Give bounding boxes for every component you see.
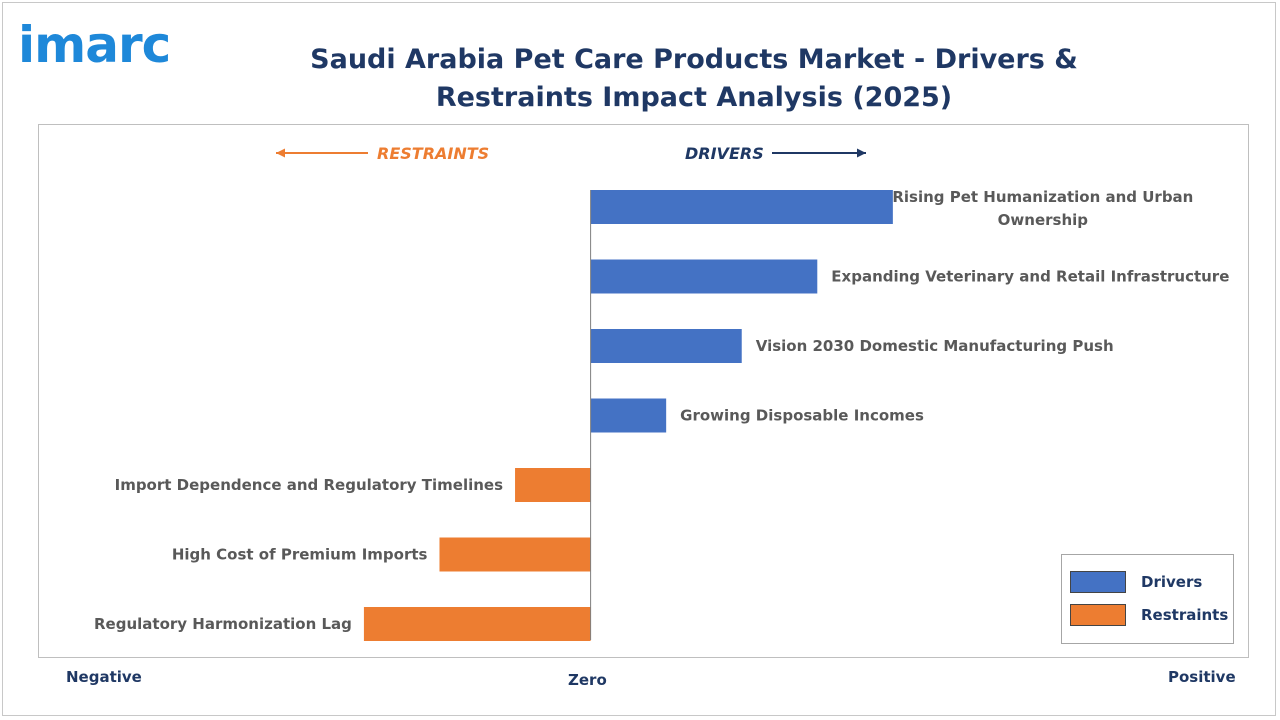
chart-title: Saudi Arabia Pet Care Products Market - … xyxy=(310,44,1078,113)
restraints-arrow xyxy=(276,148,368,158)
drivers-direction-label: DRIVERS xyxy=(685,144,764,163)
axis-zero-label: Zero xyxy=(568,671,607,689)
axis-negative-label: Negative xyxy=(66,668,142,686)
category-label-4: Import Dependence and Regulatory Timelin… xyxy=(115,476,503,494)
category-label-0: Rising Pet Humanization and Urban Ownersh… xyxy=(892,188,1193,229)
category-label-6: Regulatory Harmonization Lag xyxy=(94,615,352,633)
restraints-direction-label: RESTRAINTS xyxy=(377,144,490,163)
drivers-arrow xyxy=(772,148,866,158)
category-label-1: Expanding Veterinary and Retail Infrastr… xyxy=(831,268,1229,286)
legend: Drivers Restraints xyxy=(1061,554,1234,644)
category-label-3: Growing Disposable Incomes xyxy=(680,407,924,425)
bar-restraints-4 xyxy=(515,468,591,502)
legend-item-drivers: Drivers xyxy=(1070,570,1202,594)
legend-label-drivers: Drivers xyxy=(1141,573,1203,591)
legend-label-restraints: Restraints xyxy=(1141,606,1229,624)
direction-arrows xyxy=(276,148,866,158)
legend-item-restraints: Restraints xyxy=(1070,603,1228,627)
bar-restraints-6 xyxy=(363,607,591,641)
bar-drivers-1 xyxy=(590,259,818,294)
bar-drivers-2 xyxy=(590,329,742,363)
legend-swatch-restraints xyxy=(1070,604,1126,626)
category-label-5: High Cost of Premium Imports xyxy=(172,546,428,564)
bar-restraints-5 xyxy=(439,537,591,572)
category-labels-group: Rising Pet Humanization and Urban Ownersh… xyxy=(94,188,1229,633)
category-label-2: Vision 2030 Domestic Manufacturing Push xyxy=(756,337,1114,355)
plot-area xyxy=(38,124,1249,658)
bars-group xyxy=(363,190,893,641)
axis-positive-label: Positive xyxy=(1168,668,1236,686)
imarc-logo: imarc xyxy=(18,16,171,74)
legend-swatch-drivers xyxy=(1070,571,1126,593)
bar-drivers-0 xyxy=(590,190,893,224)
bar-drivers-3 xyxy=(590,398,667,433)
